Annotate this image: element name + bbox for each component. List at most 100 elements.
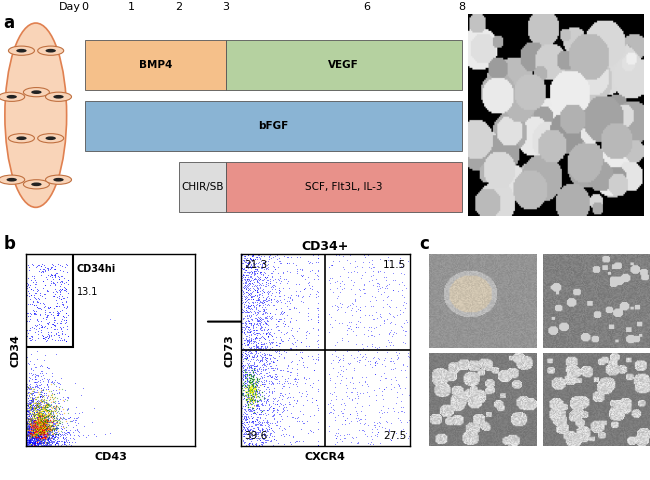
Point [404,432,414,439]
Point [373,384,384,392]
Point [377,391,387,398]
Point [21,407,32,415]
Point [29,432,39,439]
Point [47,418,57,426]
Point [251,390,261,397]
Point [268,410,279,418]
Point [36,426,46,433]
Point [42,443,53,450]
Point [259,335,270,343]
Point [40,425,50,433]
Point [47,420,58,428]
Point [338,351,348,359]
Point [30,443,40,450]
Point [40,441,51,448]
Point [21,440,31,448]
Point [276,309,286,316]
Point [29,443,39,450]
Point [277,310,287,318]
Point [31,408,42,416]
Point [38,438,48,446]
Point [34,432,45,439]
Point [32,441,42,448]
Point [350,257,361,265]
Point [57,425,68,432]
Point [264,405,274,413]
Point [27,395,38,403]
Point [52,293,62,301]
Point [27,432,37,440]
Point [25,402,35,409]
Point [24,408,34,415]
Circle shape [31,182,42,186]
Point [385,326,396,334]
Point [38,427,48,435]
Point [250,391,261,398]
Point [21,408,31,415]
Point [357,426,367,434]
Point [335,288,346,296]
Point [259,348,270,356]
Point [34,421,45,429]
Point [381,417,391,424]
Point [263,276,274,284]
Point [26,410,36,418]
Point [243,268,254,276]
Point [36,419,47,427]
Point [248,385,258,393]
Point [27,421,37,429]
Point [19,428,29,436]
Point [37,411,47,419]
Point [25,399,35,407]
Point [23,430,33,438]
Point [46,434,57,442]
Point [46,323,57,331]
Point [46,420,56,427]
Point [31,443,41,450]
Point [37,386,47,394]
Point [284,297,294,305]
Point [21,423,31,431]
Point [263,279,273,287]
Point [42,429,52,437]
Point [48,439,58,446]
Point [21,410,31,418]
Point [21,428,31,436]
Point [58,433,69,441]
Circle shape [0,92,25,101]
Point [63,394,73,402]
Point [244,338,254,346]
Point [47,417,58,424]
Point [29,428,39,435]
Point [250,377,260,384]
Point [21,425,31,433]
Point [38,433,48,441]
Point [269,264,280,271]
Point [257,320,268,327]
Point [39,408,49,416]
Point [248,337,258,345]
Point [40,428,51,435]
Point [27,408,38,416]
Point [249,379,259,387]
Point [263,388,274,396]
Point [235,270,246,277]
Point [289,375,299,383]
Point [25,423,36,431]
Point [237,375,248,383]
Point [37,424,47,432]
Point [36,435,46,443]
Point [63,428,73,435]
Point [24,443,34,450]
Point [263,325,273,333]
Point [32,430,43,437]
Text: 6: 6 [364,1,370,12]
Point [47,418,57,426]
Point [235,371,246,378]
Point [36,369,47,377]
Point [242,428,252,435]
Point [31,433,42,441]
Point [21,397,31,405]
Point [38,443,48,450]
Point [34,408,44,416]
